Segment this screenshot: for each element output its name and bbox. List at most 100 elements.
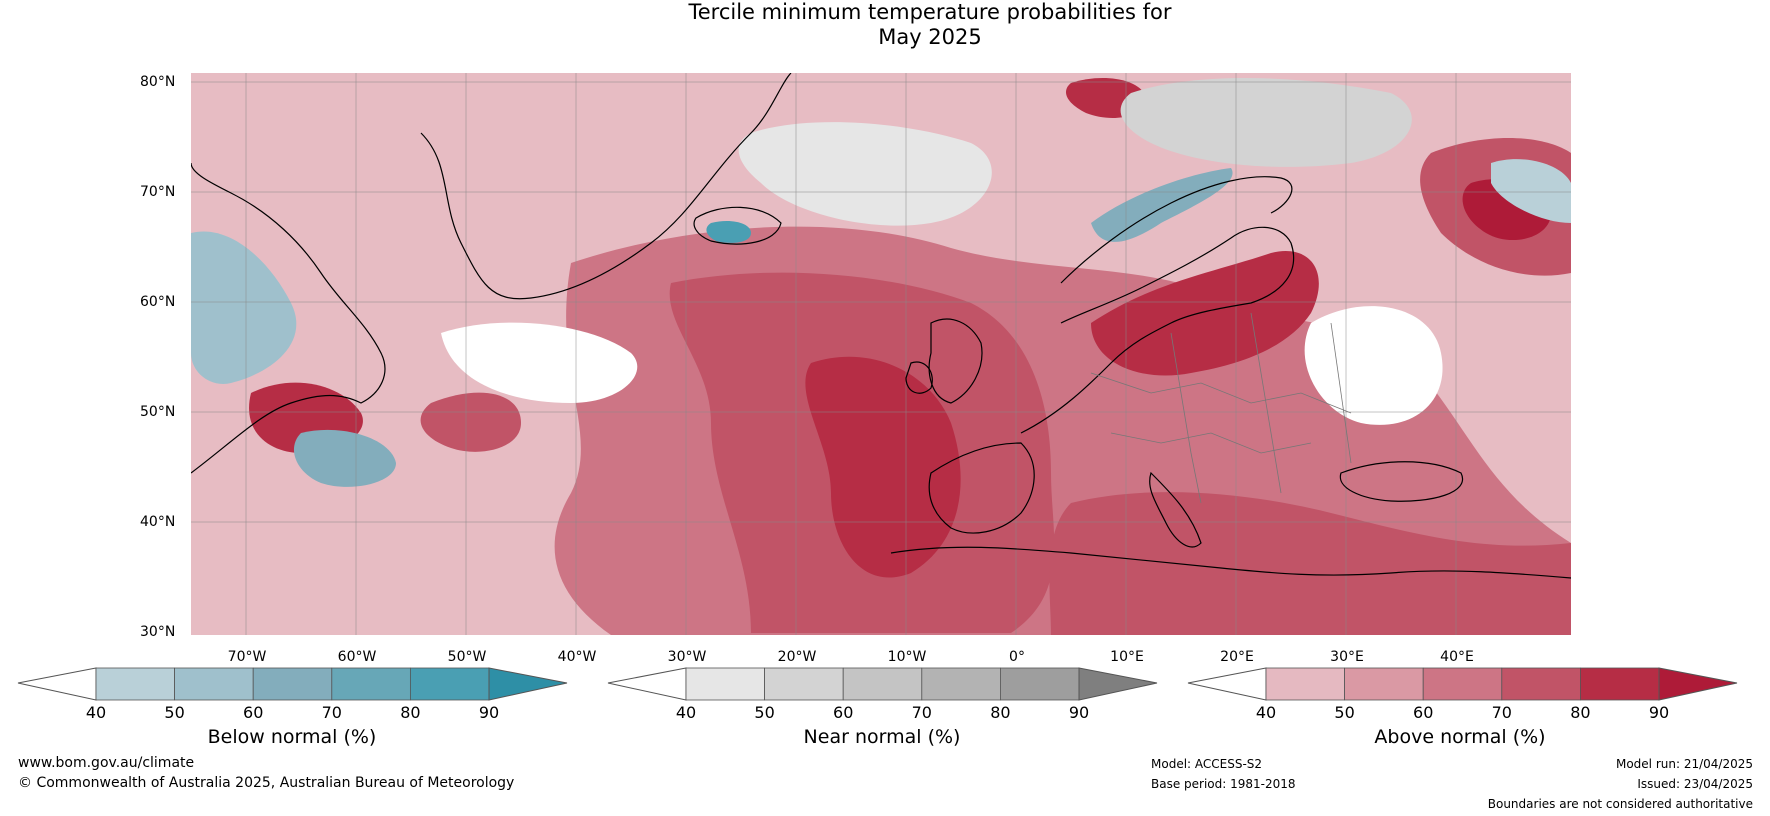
footer-issued: Issued: 23/04/2025: [1637, 777, 1753, 791]
lon-label-40w: 40°W: [557, 649, 597, 665]
colorbar-extend-low: [17, 667, 97, 701]
title-line-2: May 2025: [878, 25, 982, 49]
colorbar-extend-high: [1658, 667, 1738, 701]
below-normal-hudson-labrador: [191, 231, 297, 384]
lon-label-20e: 20°E: [1220, 649, 1254, 665]
chart-title: Tercile minimum temperature probabilitie…: [0, 0, 1770, 50]
colorbar-tick-label: 40: [85, 703, 107, 722]
colorbar-segment: [1422, 667, 1503, 701]
colorbar-segment: [764, 667, 844, 701]
colorbar-tick-label: 90: [478, 703, 500, 722]
colorbar-tick-label: 70: [911, 703, 932, 722]
colorbar-segment: [95, 667, 175, 701]
colorbar-segment: [331, 667, 411, 701]
colorbar-segment: [1501, 667, 1581, 701]
near-normal-north-atlantic: [738, 122, 992, 226]
colorbar-tick-label: 80: [400, 703, 421, 722]
lat-label-40n: 40°N: [140, 514, 176, 530]
colorbar-near-normal: [607, 667, 1158, 701]
lat-label-80n: 80°N: [140, 74, 176, 90]
colorbar-extend-high: [488, 667, 568, 701]
colorbar-tick-label: 80: [990, 703, 1011, 722]
near-normal-newfoundland: [441, 322, 638, 403]
north-america-coast: [191, 162, 386, 474]
colorbar-label-above: Above normal (%): [1374, 726, 1546, 748]
colorbar-tick-label: 90: [1068, 703, 1090, 722]
footer-copyright: © Commonwealth of Australia 2025, Austra…: [18, 775, 515, 791]
colorbar-below-normal: [17, 667, 568, 701]
colorbar-tick-label: 50: [754, 703, 775, 722]
colorbar-label-below: Below normal (%): [207, 726, 377, 748]
lon-label-60w: 60°W: [337, 649, 377, 665]
footer-disclaimer: Boundaries are not considered authoritat…: [1487, 797, 1753, 811]
map-svg: [191, 73, 1571, 635]
ireland-coast: [905, 361, 933, 394]
colorbar-segment: [174, 667, 254, 701]
lon-label-20w: 20°W: [777, 649, 817, 665]
colorbar-segment: [252, 667, 333, 701]
colorbar-tick-label: 80: [1570, 703, 1591, 722]
colorbar-segment: [685, 667, 765, 701]
footer-model: Model: ACCESS-S2: [1151, 757, 1263, 771]
colorbar-segment: [409, 667, 490, 701]
below-normal-norway-coast: [1091, 168, 1233, 242]
colorbar-tick-label: 60: [1413, 703, 1434, 722]
colorbar-segment: [1000, 667, 1080, 701]
colorbar-tick-label: 70: [321, 703, 342, 722]
greenland-coast: [420, 73, 792, 300]
colorbar-tick-label: 90: [1648, 703, 1670, 722]
above-normal-scandinavia: [1091, 251, 1319, 376]
lon-label-10w: 10°W: [887, 649, 927, 665]
colorbar-segment: [1344, 667, 1424, 701]
colorbar-tick-label: 50: [1334, 703, 1355, 722]
colorbar-extend-low: [607, 667, 687, 701]
lon-label-30e: 30°E: [1330, 649, 1364, 665]
near-normal-russia: [1304, 306, 1443, 425]
colorbar-above-normal: [1187, 667, 1738, 701]
lat-label-60n: 60°N: [140, 294, 176, 310]
coastlines: [191, 73, 1571, 579]
probability-map: [191, 73, 1571, 635]
colorbar-extend-high: [1078, 667, 1158, 701]
lon-label-50w: 50°W: [447, 649, 487, 665]
black-sea-coast: [1339, 461, 1464, 502]
colorbar-tick-label: 70: [1491, 703, 1512, 722]
footer-website: www.bom.gov.au/climate: [18, 755, 195, 771]
borders: [1090, 312, 1352, 504]
lat-label-30n: 30°N: [140, 624, 176, 640]
colorbar-tick-label: 40: [675, 703, 697, 722]
colorbar-segment: [921, 667, 1001, 701]
colorbar-segment: [842, 667, 923, 701]
footer-model-run: Model run: 21/04/2025: [1615, 757, 1753, 771]
lat-label-70n: 70°N: [140, 184, 176, 200]
near-normal-barents: [1120, 78, 1412, 167]
title-line-1: Tercile minimum temperature probabilitie…: [688, 0, 1172, 24]
colorbar-tick-label: 60: [833, 703, 854, 722]
graticule: [191, 73, 1571, 635]
scandinavia-coast: [1060, 176, 1293, 284]
colorbar-label-near: Near normal (%): [803, 726, 961, 748]
north-africa-coast: [890, 546, 1571, 579]
footer-base-period: Base period: 1981-2018: [1151, 777, 1296, 791]
europe-coast: [1020, 226, 1295, 434]
colorbar-segment: [1265, 667, 1345, 701]
italy-coast: [1149, 471, 1202, 548]
lat-label-50n: 50°N: [140, 404, 176, 420]
iceland-coast: [693, 206, 782, 245]
colorbar-extend-low: [1187, 667, 1267, 701]
above-normal-labrador-sea: [420, 392, 521, 452]
below-normal-barents-east: [1491, 159, 1571, 223]
colorbar-tick-label: 60: [243, 703, 264, 722]
lon-label-30w: 30°W: [667, 649, 707, 665]
colorbar-tick-label: 40: [1255, 703, 1277, 722]
colorbar-segment: [1580, 667, 1660, 701]
below-normal-iceland: [706, 221, 751, 243]
lon-label-70w: 70°W: [227, 649, 267, 665]
below-normal-west-atlantic: [293, 429, 396, 487]
lon-label-0: 0°: [1009, 649, 1025, 665]
iberia-coast: [928, 442, 1035, 534]
lon-label-10e: 10°E: [1110, 649, 1144, 665]
lon-label-40e: 40°E: [1440, 649, 1474, 665]
british-isles-coast: [928, 318, 983, 404]
colorbars: [17, 667, 1738, 701]
